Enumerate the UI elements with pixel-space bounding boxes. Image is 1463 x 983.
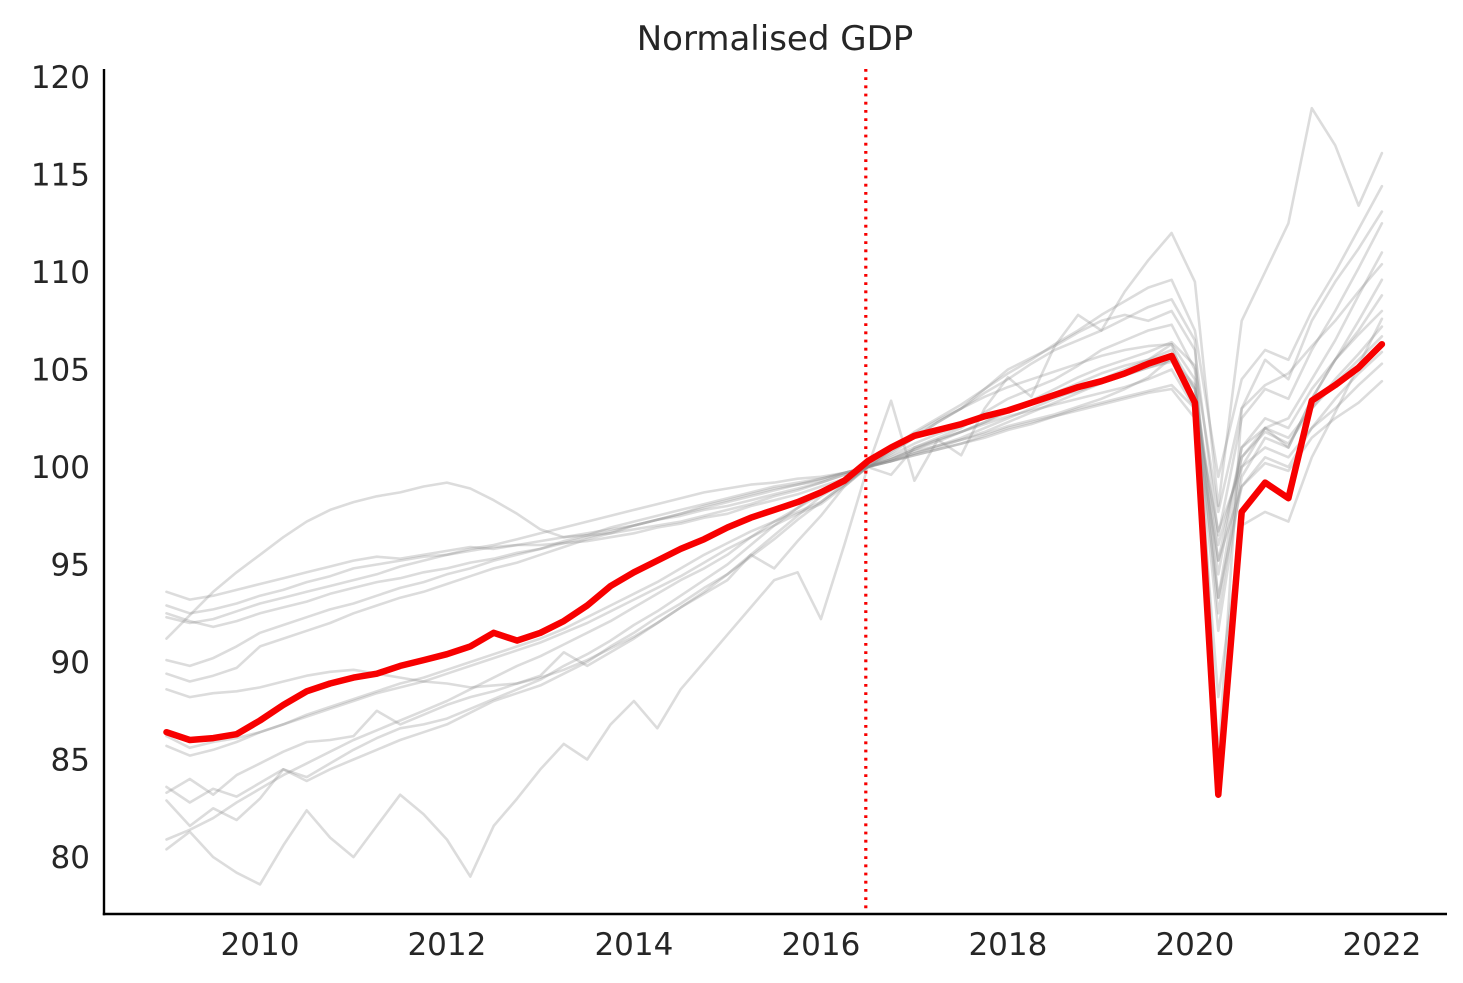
highlighted-gdp-series-line	[163, 340, 1386, 798]
series-layer	[163, 69, 1386, 914]
x-tick-label: 2020	[1155, 927, 1234, 963]
y-tick-label: 95	[51, 548, 90, 584]
x-tick-label: 2022	[1342, 927, 1421, 963]
comparator-series-line	[165, 106, 1384, 886]
y-tick-label: 105	[31, 353, 90, 389]
y-tick-label: 115	[31, 158, 90, 194]
y-tick-label: 100	[31, 450, 90, 486]
comparator-series-line	[165, 379, 1384, 601]
y-tick-label: 85	[51, 743, 90, 779]
y-tick-label: 120	[31, 60, 90, 96]
comparator-series-line	[165, 294, 1384, 797]
axis-layer: 2010 2012 2014 2016 2018 2020 2022 80 85 90 95 100 1…	[31, 60, 1447, 963]
comparator-series-line	[165, 362, 1384, 615]
y-tick-label: 80	[51, 840, 90, 876]
x-tick-label: 2012	[407, 927, 486, 963]
x-tick-label: 2018	[968, 927, 1047, 963]
y-tick-label: 110	[31, 255, 90, 291]
comparator-series-line	[165, 222, 1384, 804]
comparator-series-line	[165, 210, 1384, 828]
x-tick-label: 2014	[594, 927, 673, 963]
comparator-series-line	[165, 350, 1384, 757]
comparator-series-line	[165, 309, 1384, 629]
x-tick-label: 2016	[781, 927, 860, 963]
comparator-series-line	[165, 184, 1384, 841]
comparator-series-line	[165, 262, 1384, 625]
x-tick-label: 2010	[221, 927, 300, 963]
y-tick-label: 90	[51, 645, 90, 681]
chart-title: Normalised GDP	[637, 19, 914, 59]
comparator-series-line	[165, 251, 1384, 668]
